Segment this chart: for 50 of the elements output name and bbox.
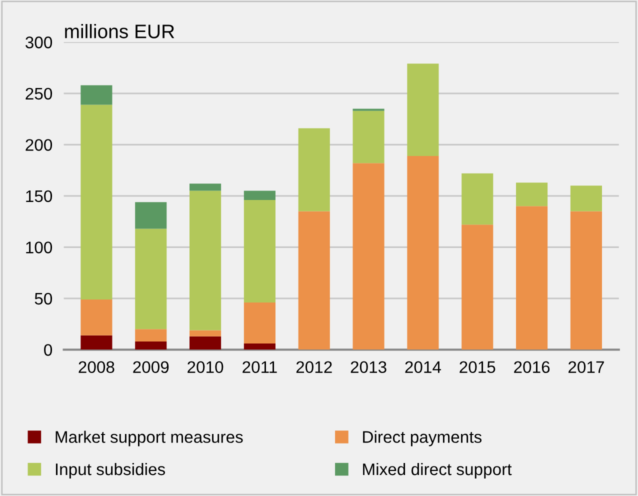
legend-label: Direct payments bbox=[363, 430, 482, 446]
bar bbox=[352, 163, 384, 350]
bar bbox=[190, 330, 222, 336]
bar bbox=[298, 211, 330, 350]
x-tick-label: 2009 bbox=[133, 361, 169, 374]
legend-label: Mixed direct support bbox=[363, 462, 512, 479]
bar bbox=[462, 224, 494, 350]
bar bbox=[135, 202, 167, 229]
bar bbox=[80, 85, 112, 105]
x-tick-label: 2017 bbox=[568, 361, 604, 374]
bar bbox=[135, 228, 167, 330]
x-tick-label: 2010 bbox=[188, 361, 224, 374]
bar bbox=[407, 64, 439, 156]
x-tick-label: 2015 bbox=[460, 361, 496, 374]
y-tick-label: 100 bbox=[26, 242, 52, 254]
bar bbox=[407, 156, 439, 350]
legend-label: Input subsidies bbox=[56, 462, 166, 479]
bar bbox=[570, 186, 602, 212]
bar bbox=[516, 182, 548, 206]
bar bbox=[352, 110, 384, 164]
bar bbox=[190, 336, 222, 350]
y-axis-title: millions EUR bbox=[65, 24, 174, 38]
legend-label: Market support measures bbox=[56, 430, 243, 446]
bar bbox=[80, 104, 112, 300]
bar bbox=[244, 344, 276, 350]
x-tick-label: 2014 bbox=[405, 361, 442, 374]
y-tick-label: 300 bbox=[26, 36, 52, 48]
x-tick-label: 2012 bbox=[296, 361, 332, 374]
y-tick-label: 200 bbox=[26, 139, 52, 151]
bar bbox=[190, 190, 222, 330]
bar bbox=[298, 128, 330, 212]
bar bbox=[462, 173, 494, 225]
bar bbox=[244, 302, 276, 344]
y-tick-label: 150 bbox=[26, 190, 52, 202]
bar bbox=[80, 335, 112, 350]
y-tick-label: 0 bbox=[44, 344, 52, 356]
y-tick-label: 250 bbox=[26, 88, 52, 100]
x-tick-label: 2011 bbox=[242, 361, 277, 374]
bar bbox=[190, 184, 222, 191]
bar bbox=[516, 206, 548, 350]
x-tick-label: 2013 bbox=[350, 361, 386, 374]
bar bbox=[135, 341, 167, 350]
bar bbox=[244, 190, 276, 200]
bar bbox=[244, 200, 276, 303]
bar bbox=[570, 211, 602, 350]
bar bbox=[80, 299, 112, 336]
x-tick-label: 2016 bbox=[514, 361, 550, 374]
bar bbox=[135, 329, 167, 342]
x-tick-label: 2008 bbox=[78, 361, 114, 374]
y-tick-label: 50 bbox=[34, 292, 52, 305]
